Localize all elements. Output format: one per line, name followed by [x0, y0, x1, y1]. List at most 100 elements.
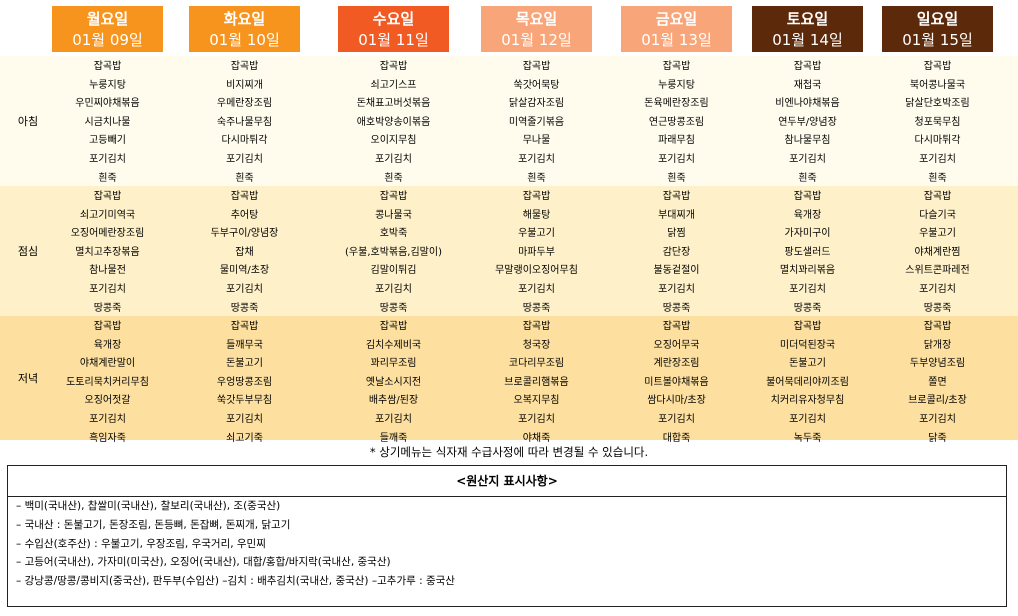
- menu-item: 포기김치: [789, 283, 826, 295]
- menu-item: 잡곡밥: [379, 321, 408, 332]
- menu-item: 닭살감자조림: [508, 98, 565, 110]
- menu-item: 연두부/양념장: [778, 116, 837, 128]
- origin-line: – 백미(국내산), 찹쌀미(국내산), 찰보리(국내산), 조(중국산): [16, 500, 281, 512]
- menu-item: 흰죽: [235, 172, 254, 184]
- day-name: 금요일: [655, 10, 698, 28]
- menu-item: 포기김치: [375, 413, 412, 425]
- day-header: 수요일 01월 11일: [338, 6, 449, 52]
- menu-item: 잡곡밥: [379, 61, 408, 72]
- menu-item: 야채계란찜: [914, 246, 961, 258]
- menu-item: 치커리유자청무침: [770, 395, 845, 407]
- origin-info-box: <원산지 표시사항> – 백미(국내산), 찹쌀미(국내산), 찰보리(국내산)…: [7, 465, 1007, 607]
- menu-item: 포기김치: [375, 283, 412, 295]
- menu-item: 포기김치: [658, 413, 695, 425]
- menu-item: 땅콩죽: [230, 302, 259, 314]
- menu-item: 돈육메란장조림: [644, 98, 709, 110]
- menu-cell-breakfast: 잡곡밥 비지찌개 우메란장조림 숙주나물무침 다시마튀각 포기김치 흰죽: [189, 58, 300, 188]
- menu-item: 녹두죽: [793, 432, 822, 444]
- day-header: 금요일 01월 13일: [621, 6, 732, 52]
- menu-cell-breakfast: 잡곡밥 쇠고기스프 돈채표고버섯볶음 애호박양송이볶음 오이지무침 포기김치 흰죽: [338, 58, 449, 188]
- day-name: 수요일: [372, 10, 415, 28]
- menu-item: 오징어메란장조림: [70, 228, 145, 240]
- menu-item: 호박죽: [379, 228, 408, 240]
- day-name: 목요일: [515, 10, 558, 28]
- menu-item: 땅콩죽: [379, 302, 408, 314]
- day-date: 01월 10일: [209, 31, 280, 49]
- lunch-band: [0, 186, 1018, 316]
- menu-item: 잡곡밥: [923, 61, 952, 72]
- menu-cell-lunch: 잡곡밥 육개장 가자미구이 팡도샐러드 멸치꽈리볶음 포기김치 땅콩죽: [752, 188, 863, 318]
- weekly-menu-table: 아침 점심 저녁 월요일 01월 09일 잡곡밥 누룽지탕 우민찌야채볶음 시금치나물 고등…: [0, 6, 1018, 444]
- menu-item: 북어콩나물국: [909, 79, 966, 91]
- menu-item: 포기김치: [518, 283, 555, 295]
- menu-item: 마파두부: [518, 246, 555, 258]
- menu-item: 포기김치: [518, 413, 555, 425]
- menu-item: 팡도샐러드: [784, 246, 831, 258]
- day-date: 01월 14일: [772, 31, 843, 49]
- day-header: 일요일 01월 15일: [882, 6, 993, 52]
- menu-item: 잡곡밥: [793, 321, 822, 332]
- menu-cell-lunch: 잡곡밥 추어탕 두부구이/양념장 잡채 물미역/초장 포기김치 땅콩죽: [189, 188, 300, 318]
- breakfast-band: [0, 56, 1018, 186]
- menu-item: 쫄면: [928, 376, 947, 388]
- menu-item: 연근땅콩조림: [648, 116, 705, 128]
- menu-item: 포기김치: [226, 413, 263, 425]
- origin-line: – 수입산(호주산) : 우불고기, 우장조림, 우국거리, 우민찌: [16, 537, 266, 550]
- menu-item: 물미역/초장: [219, 265, 270, 277]
- menu-cell-lunch: 잡곡밥 해물탕 우불고기 마파두부 무말랭이오징어무침 포기김치 땅콩죽: [481, 188, 592, 318]
- menu-item: 포기김치: [226, 283, 263, 295]
- origin-line: – 국내산 : 돈불고기, 돈장조림, 돈등뼈, 돈잡뼈, 돈찌개, 닭고기: [16, 518, 291, 531]
- menu-item: 우불고기: [919, 228, 956, 240]
- menu-item: 계란장조림: [653, 358, 700, 370]
- menu-item: 포기김치: [89, 413, 126, 425]
- menu-item: 포기김치: [919, 153, 956, 165]
- meal-label-breakfast: 아침: [17, 115, 39, 128]
- day-date: 01월 13일: [641, 31, 712, 49]
- menu-cell-lunch: 잡곡밥 부대찌개 닭찜 감단장 불동겉절이 포기김치 땅콩죽: [621, 188, 732, 318]
- notice-text: * 상기메뉴는 식자재 수급사정에 따라 변경될 수 있습니다.: [369, 445, 649, 459]
- menu-item: 시금치나물: [84, 116, 131, 128]
- menu-item: 무나물: [522, 135, 551, 147]
- menu-item: 야채계란말이: [79, 358, 136, 370]
- menu-item: 멸치고추장볶음: [75, 246, 140, 258]
- menu-item: 두부양념조림: [909, 358, 966, 370]
- menu-item: 대합죽: [662, 432, 691, 444]
- menu-item: 고등빼기: [89, 135, 126, 147]
- menu-item: 포기김치: [919, 413, 956, 425]
- menu-item: 쇠고기죽: [226, 432, 263, 444]
- menu-item: 도토리묵치커리무침: [66, 376, 149, 388]
- menu-item: 닭살단호박조림: [905, 98, 970, 110]
- menu-item: 누룽지탕: [658, 79, 695, 91]
- menu-cell-breakfast: 잡곡밥 누룽지탕 우민찌야채볶음 시금치나물 고등빼기 포기김치 흰죽: [52, 58, 163, 188]
- menu-item: 다슬기국: [919, 209, 956, 221]
- menu-cell-dinner: 잡곡밥 김치수제비국 꽈리무조림 옛날소시지전 배추쌈/된장 포기김치 들깨죽: [338, 318, 449, 448]
- menu-item: 미역줄기볶음: [508, 116, 565, 128]
- menu-item: 잡곡밥: [662, 321, 691, 332]
- menu-item: 잡곡밥: [230, 321, 259, 332]
- menu-cell-lunch: 잡곡밥 쇠고기미역국 오징어메란장조림 멸치고추장볶음 참나물전 포기김치 땅콩죽: [52, 188, 163, 318]
- menu-item: 돈채표고버섯볶음: [356, 98, 431, 110]
- menu-item: 들깨죽: [379, 432, 408, 444]
- menu-item: 브로콜리햄볶음: [504, 376, 569, 388]
- menu-item: 참나물무침: [784, 135, 831, 147]
- menu-item: 땅콩죽: [793, 302, 822, 314]
- menu-item: 포기김치: [226, 153, 263, 165]
- menu-item: 잡곡밥: [793, 191, 822, 202]
- menu-item: 포기김치: [789, 153, 826, 165]
- menu-item: 포기김치: [789, 413, 826, 425]
- origin-line: – 강낭콩/땅콩/콩비지(중국산), 판두부(수입산) –김치 : 배추김치(국…: [16, 575, 455, 588]
- menu-item: 땅콩죽: [923, 302, 952, 314]
- menu-item: 흰죽: [928, 172, 947, 184]
- menu-item: 오복지무침: [513, 395, 560, 407]
- day-header: 목요일 01월 12일: [481, 6, 592, 52]
- menu-cell-dinner: 잡곡밥 청국장 코다리무조림 브로콜리햄볶음 오복지무침 포기김치 야채죽: [481, 318, 592, 448]
- menu-item: 콩나물국: [375, 209, 412, 221]
- menu-item: 잡곡밥: [230, 191, 259, 202]
- menu-item: 포기김치: [658, 283, 695, 295]
- menu-item: 불어묵데리야끼조림: [766, 376, 849, 388]
- day-name: 화요일: [223, 10, 266, 28]
- menu-item: 포기김치: [89, 153, 126, 165]
- menu-item: 땅콩죽: [93, 302, 122, 314]
- menu-item: 잡곡밥: [522, 61, 551, 72]
- menu-item: 해물탕: [522, 209, 551, 221]
